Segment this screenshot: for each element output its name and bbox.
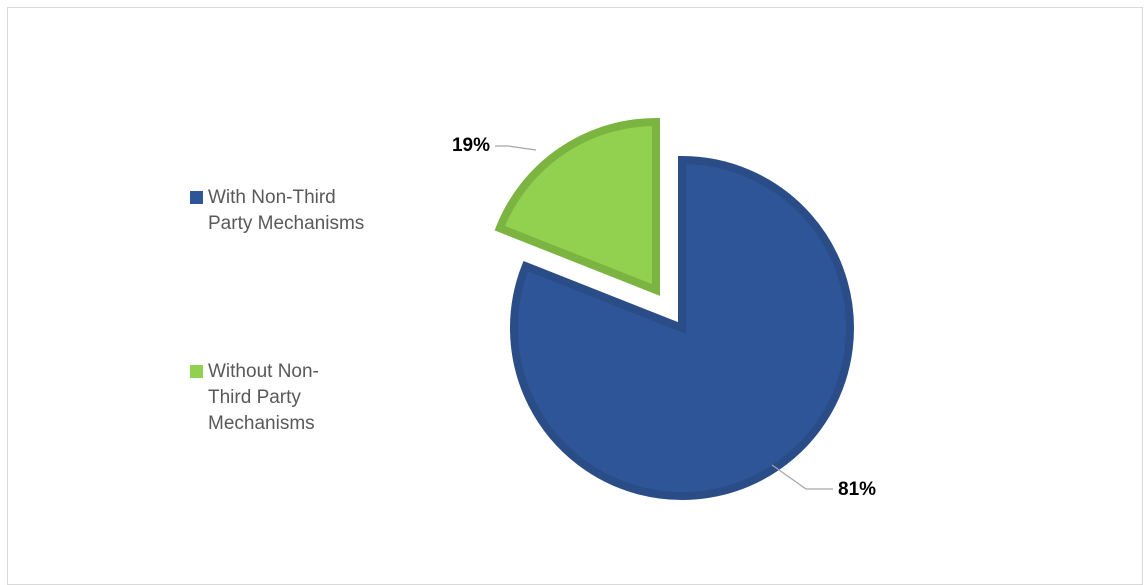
leader-line-with-mechanisms	[771, 464, 833, 490]
legend-label-without-mechanisms: Without Non- Third Party Mechanisms	[208, 361, 319, 434]
pie-slice-with-mechanisms	[510, 155, 854, 500]
leader-line-without-mechanisms	[495, 145, 537, 151]
data-label-with-mechanisms: 81%	[838, 479, 876, 500]
legend-swatch-without-mechanisms	[190, 365, 203, 378]
pie-slice-without-mechanisms	[494, 117, 660, 296]
legend-label-with-mechanisms: With Non-Third Party Mechanisms	[208, 187, 365, 234]
legend-item-with-mechanisms: With Non-Third Party Mechanisms	[190, 185, 410, 237]
data-label-without-mechanisms: 19%	[452, 135, 490, 156]
legend-swatch-with-mechanisms	[190, 191, 203, 204]
legend-item-without-mechanisms: Without Non- Third Party Mechanisms	[190, 359, 410, 437]
